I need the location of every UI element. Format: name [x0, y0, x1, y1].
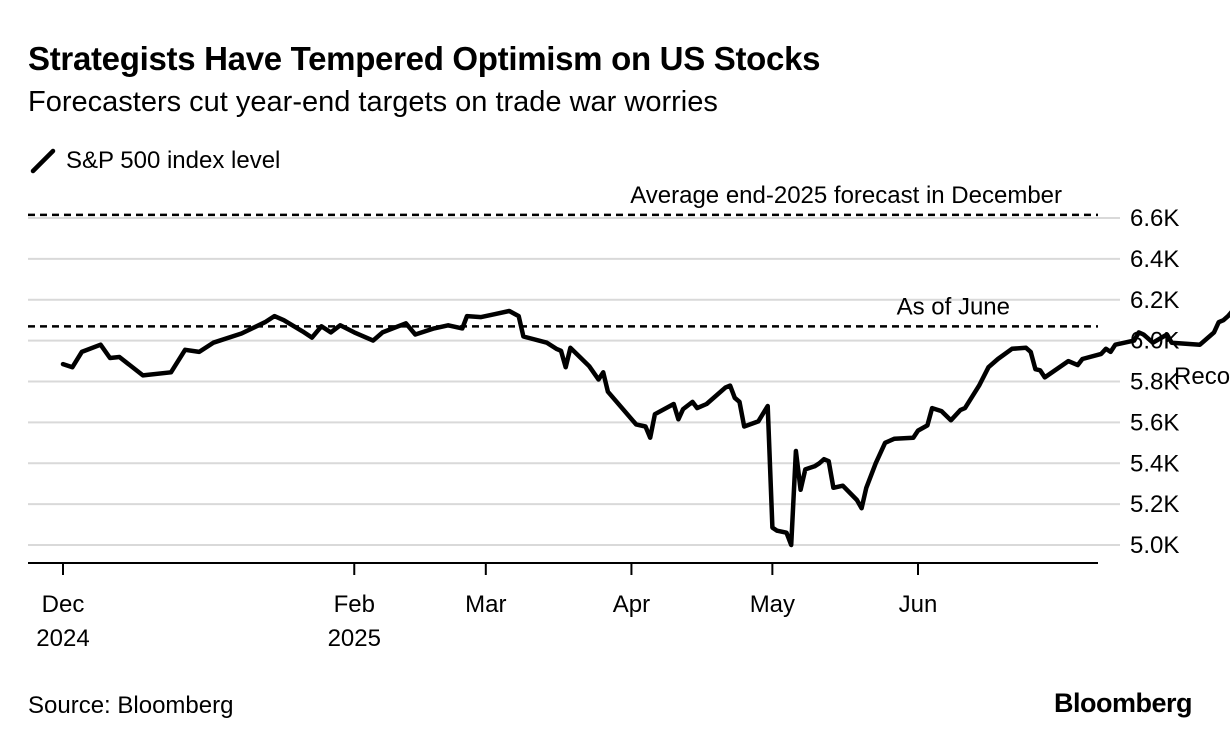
reference-line-label: Average end-2025 forecast in December	[630, 182, 1062, 209]
x-tick-label: May	[750, 591, 795, 618]
x-tick-label: Feb	[334, 591, 375, 618]
annotation-label: Record high	[1174, 363, 1230, 390]
legend-line-icon	[30, 148, 56, 174]
legend: S&P 500 index level	[30, 147, 280, 175]
y-tick-label: 5.4K	[1130, 450, 1179, 477]
reference-line-label: As of June	[897, 293, 1010, 320]
source-note: Source: Bloomberg	[28, 692, 234, 719]
y-tick-label: 5.6K	[1130, 409, 1179, 436]
x-tick-label: Apr	[613, 591, 650, 618]
y-tick-label: 6.6K	[1130, 205, 1179, 232]
y-tick-label: 6.4K	[1130, 246, 1179, 273]
x-tick-label: Mar	[465, 591, 506, 618]
chart-title: Strategists Have Tempered Optimism on US…	[28, 40, 821, 77]
y-tick-label: 6.2K	[1130, 287, 1179, 314]
bloomberg-logo: Bloomberg	[1053, 688, 1193, 718]
x-tick-label: Dec	[42, 591, 85, 618]
x-tick-year-label: 2025	[328, 625, 381, 652]
x-tick-label: Jun	[899, 591, 938, 618]
legend-label: S&P 500 index level	[66, 147, 281, 174]
y-tick-label: 5.2K	[1130, 491, 1179, 518]
sp500-line	[60, 308, 1230, 548]
y-tick-label: 5.8K	[1130, 369, 1179, 396]
x-tick-year-label: 2024	[36, 625, 89, 652]
y-tick-label: 5.0K	[1130, 532, 1179, 559]
chart-subtitle: Forecasters cut year-end targets on trad…	[28, 86, 718, 118]
